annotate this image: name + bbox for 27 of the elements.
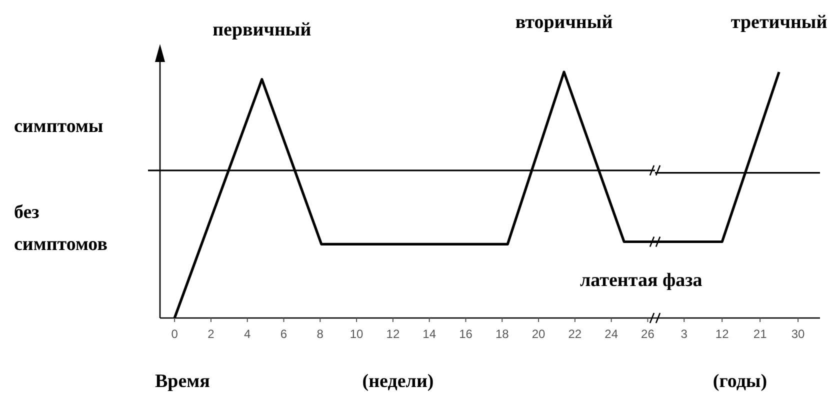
- x-tick-label: 21: [753, 327, 768, 341]
- text: симптомы: [14, 116, 104, 137]
- annotation: латентая фаза: [580, 270, 703, 291]
- x-tick-label: 12: [386, 327, 400, 341]
- x-tick-label: 8: [316, 327, 324, 341]
- x-tick-label: 0: [171, 327, 178, 341]
- x-tick-label: 26: [641, 327, 655, 341]
- x-tick-label: 22: [568, 327, 582, 341]
- x-tick-label: 16: [459, 327, 473, 341]
- x-tick-label: 3: [680, 327, 688, 341]
- annotation: первичный: [212, 19, 312, 40]
- text: (недели): [362, 371, 434, 392]
- x-tick-label: 30: [791, 327, 806, 341]
- annotation: вторичный: [515, 12, 613, 33]
- x-tick-label: 20: [532, 327, 546, 341]
- x-tick-label: 4: [244, 327, 252, 341]
- text: (годы): [712, 371, 768, 392]
- x-tick-label: 14: [422, 327, 436, 341]
- x-axis-title: Время: [155, 371, 210, 392]
- x-tick-label: 12: [715, 327, 730, 341]
- annotation: третичный: [730, 12, 828, 33]
- x-tick-label: 18: [495, 327, 510, 341]
- text: без симптомов: [14, 202, 108, 255]
- x-tick-label: 10: [350, 327, 364, 341]
- x-tick-label: 6: [280, 327, 288, 341]
- x-tick-label: 24: [604, 327, 618, 341]
- x-tick-label: 2: [208, 327, 215, 341]
